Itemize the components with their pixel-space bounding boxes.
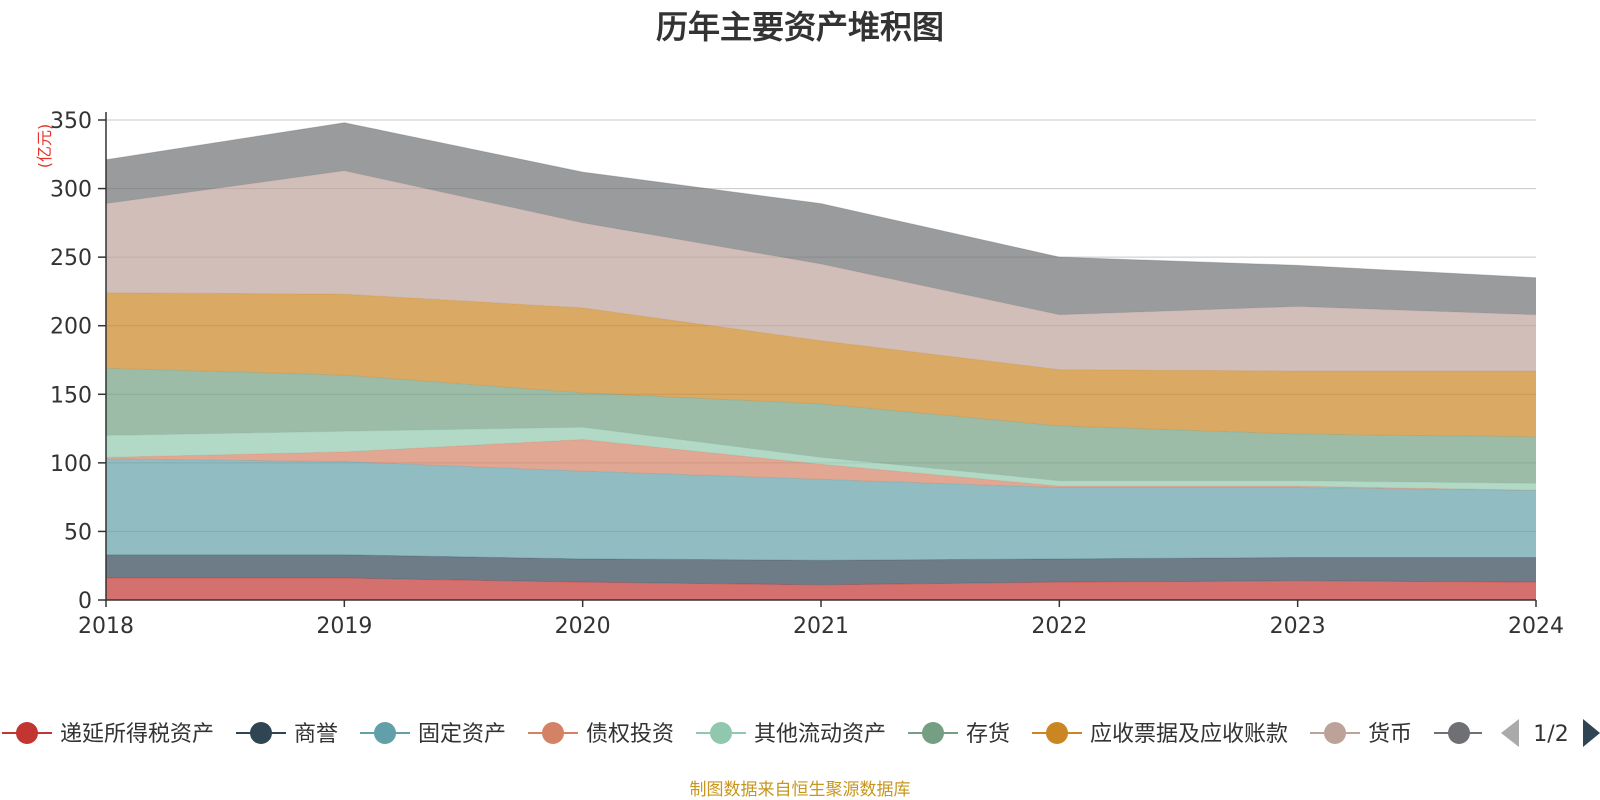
legend-circle-icon	[250, 722, 273, 744]
legend-item[interactable]: 存货	[908, 722, 1010, 747]
legend-circle-icon	[1324, 722, 1347, 744]
area-series-2	[106, 458, 1536, 561]
y-tick-label: 350	[50, 109, 92, 134]
x-tick-label: 2021	[793, 614, 849, 639]
x-tick-label: 2023	[1270, 614, 1326, 639]
x-tick-label: 2022	[1031, 614, 1087, 639]
legend-label: 债权投资	[586, 722, 674, 747]
area-series-7	[106, 170, 1536, 371]
y-tick-label: 50	[64, 520, 92, 545]
area-series-8	[106, 122, 1536, 315]
legend-item[interactable]: 其他流动资产	[696, 722, 886, 747]
x-tick-label: 2024	[1508, 614, 1564, 639]
legend-item[interactable]: 商誉	[236, 722, 338, 747]
y-tick-label: 0	[78, 589, 92, 614]
legend-item[interactable]: 债权投资	[528, 722, 674, 747]
y-tick-label: 300	[50, 178, 92, 203]
area-series-group	[105, 122, 1537, 600]
legend-label: 应收票据及应收账款	[1090, 722, 1288, 747]
y-tick-label: 100	[50, 452, 92, 477]
legend-circle-icon	[1046, 722, 1069, 744]
area-series-1	[106, 554, 1536, 585]
axes: 0 50 100 150 200 250 300 350 2018 2019 2020 2021 202…	[50, 109, 1564, 639]
legend-circle-icon	[542, 722, 565, 744]
area-series-edge-8	[105, 122, 1537, 279]
area-series-4	[106, 427, 1536, 491]
legend-item[interactable]: 递延所得税资产	[2, 722, 214, 747]
y-tick-label: 200	[50, 315, 92, 340]
chart-title: 历年主要资产堆积图	[656, 8, 944, 46]
legend-items: 递延所得税资产 商誉 固定资产 债权投资 其他流动资产 存货 应收票据及应收账款 货币其他	[2, 722, 1536, 747]
legend: 递延所得税资产 商誉 固定资产 债权投资 其他流动资产 存货 应收票据及应收账款 货币其他1/…	[2, 719, 1600, 747]
legend-circle-icon	[1448, 722, 1471, 744]
x-tick-label: 2019	[316, 614, 372, 639]
y-tick-label: 250	[50, 246, 92, 271]
legend-item[interactable]: 货币	[1310, 722, 1412, 747]
legend-circle-icon	[374, 722, 397, 744]
legend-prev-page-icon[interactable]	[1501, 719, 1519, 747]
x-tick-label: 2020	[555, 614, 611, 639]
legend-circle-icon	[16, 722, 38, 744]
y-axis-unit-label: (亿元)	[35, 124, 54, 169]
data-source-note: 制图数据来自恒生聚源数据库	[690, 780, 911, 800]
y-tick-label: 150	[50, 383, 92, 408]
legend-circle-icon	[710, 722, 733, 744]
legend-label: 固定资产	[418, 722, 506, 747]
legend-page-indicator: 1/2	[1533, 722, 1568, 747]
area-series-5	[106, 368, 1536, 484]
legend-label: 存货	[966, 722, 1010, 747]
legend-circle-icon	[922, 722, 945, 744]
legend-next-page-icon[interactable]	[1583, 719, 1600, 747]
legend-label: 递延所得税资产	[60, 722, 214, 747]
area-series-0	[106, 578, 1536, 600]
legend-label: 货币	[1368, 722, 1412, 747]
legend-item[interactable]: 固定资产	[360, 722, 506, 747]
x-tick-label: 2018	[78, 614, 134, 639]
legend-item[interactable]: 应收票据及应收账款	[1032, 722, 1288, 747]
area-series-6	[106, 292, 1536, 437]
legend-pager: 1/2	[1501, 719, 1600, 747]
legend-label: 其他流动资产	[754, 722, 886, 747]
area-series-3	[106, 439, 1536, 491]
legend-item[interactable]: 其他	[1434, 722, 1536, 747]
legend-label: 商誉	[294, 722, 338, 747]
